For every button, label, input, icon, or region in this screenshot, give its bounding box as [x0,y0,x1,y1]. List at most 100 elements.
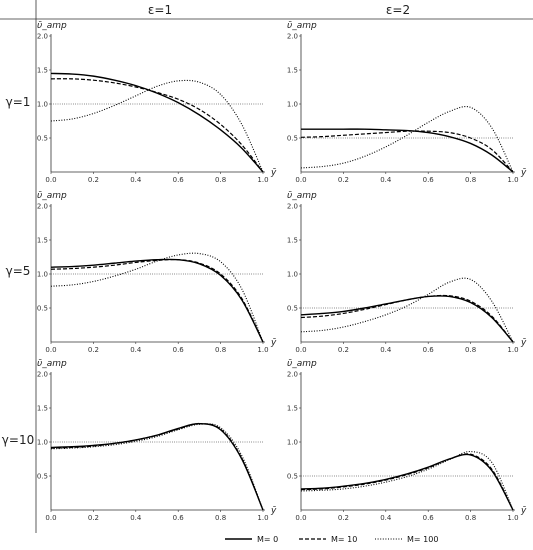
panel-r2c0-xtick-label-0: 0.0 [45,514,56,522]
panel-r1c1-xtick-label-5: 1.0 [507,346,518,354]
legend-label-m0: M= 0 [257,535,278,544]
panel-r2c1-series-m10 [300,453,514,511]
column-header-eps1: ε=1 [148,3,172,17]
panel-r1c0-xlabel: ȳ [270,338,277,348]
panel-r0c0-ytick-label-2: 1.5 [37,67,48,75]
panel-r0c0-xtick-label-2: 0.4 [130,176,142,184]
panel-r0c1-ylabel: ῡ_amp [287,21,317,31]
panel-r0c0-series-m0 [50,72,264,173]
row-header-gamma10: γ=10 [2,433,34,447]
panel-r2c0-xlabel: ȳ [270,506,277,516]
panel-r0c1-series-m100 [300,105,514,173]
legend: M= 0 M= 10 M= 100 [225,535,438,544]
panel-r1c0-xtick-label-2: 0.4 [130,346,142,354]
panel-r1c1-ytick-label-1: 1.0 [287,271,298,279]
panel-r0c1-xlabel: ȳ [520,168,527,178]
panel-r2c1-ytick-label-2: 1.5 [287,405,298,413]
panel-r0c1-xtick-label-4: 0.8 [465,176,476,184]
panel-r1c0-ytick-label-3: 2.0 [37,203,48,211]
panel-r2c1-series-m100 [300,450,514,511]
panel-r2c1-xtick-label-5: 1.0 [507,514,518,522]
panel-r2c0-ytick-label-0: 0.5 [37,473,48,481]
panel-r0c1-xtick-label-2: 0.4 [380,176,392,184]
row-header-gamma1: γ=1 [6,95,31,109]
panel-r0c1-ytick-label-1: 1.0 [287,101,298,109]
panel-r2c1-xlabel: ȳ [520,506,527,516]
panel-r2c0-ytick-label-2: 1.5 [37,405,48,413]
panel-r0c0-ylabel: ῡ_amp [37,21,67,31]
panel-r0c1-series-m10 [300,130,514,173]
panel-r2c0-series-m10 [50,423,264,511]
panel-r2c0-xtick-label-2: 0.4 [130,514,142,522]
panel-r1c0-xtick-label-3: 0.6 [173,346,185,354]
panel-r1c0-xtick-label-0: 0.0 [45,346,56,354]
panel-r2c1-xtick-label-4: 0.8 [465,514,476,522]
panel-r0c0-xtick-label-1: 0.2 [88,176,99,184]
panel-r1c0-ytick-label-0: 0.5 [37,305,48,313]
panel-r2c0-xtick-label-1: 0.2 [88,514,99,522]
panel-r1c1-ytick-label-2: 1.5 [287,237,298,245]
panel-r1c0-ytick-label-2: 1.5 [37,237,48,245]
panel-r2c1-xtick-label-1: 0.2 [338,514,349,522]
panel-r0c1-xtick-label-3: 0.6 [423,176,435,184]
panel-r1c0-xtick-label-4: 0.8 [215,346,226,354]
panel-r1c0-series-m10 [50,258,264,343]
panel-r2c1-xtick-label-0: 0.0 [295,514,306,522]
panel-r2c0-xtick-label-4: 0.8 [215,514,226,522]
panel-r1c0-xtick-label-5: 1.0 [257,346,268,354]
panel-r0c1-xtick-label-0: 0.0 [295,176,306,184]
panel-r0c0-ytick-label-1: 1.0 [37,101,48,109]
panel-r0c1-ytick-label-0: 0.5 [287,135,298,143]
legend-label-m10: M= 10 [331,535,357,544]
panel-r2c1-series-m0 [300,453,514,511]
chart-panels: 0.5 1.0 1.5 2.0 0.0 0.2 0.4 0.6 0.8 1.0 ῡ_amp ȳ 0.5 1… [37,21,527,522]
panel-r2c0-ytick-label-1: 1.0 [37,439,48,447]
panel-r1c0-series-m100 [50,252,264,343]
panel-r1c1-series-m100 [300,277,514,343]
column-header-eps2: ε=2 [386,3,410,17]
panel-r1c0-ylabel: ῡ_amp [37,191,67,201]
panel-r2c1-xtick-label-2: 0.4 [380,514,392,522]
panel-r0c0-series-m100 [50,79,264,173]
panel-r2c1-ytick-label-1: 1.0 [287,439,298,447]
panel-r0c0-ytick-label-0: 0.5 [37,135,48,143]
panel-r1c0-ytick-label-1: 1.0 [37,271,48,279]
panel-r0c1-ytick-label-2: 1.5 [287,67,298,75]
panel-r2c0-ytick-label-3: 2.0 [37,371,48,379]
panel-r0c1-series-m0 [300,128,514,173]
panel-r0c0-xlabel: ȳ [270,168,277,178]
panel-r0c1-ytick-label-3: 2.0 [287,33,298,41]
panel-r0c0-xtick-label-3: 0.6 [173,176,185,184]
panel-r2c0-ylabel: ῡ_amp [37,359,67,369]
panel-r0c0-xtick-label-4: 0.8 [215,176,226,184]
panel-r2c1-ytick-label-0: 0.5 [287,473,298,481]
panel-r1c1-ylabel: ῡ_amp [287,191,317,201]
panel-r1c1-xlabel: ȳ [520,338,527,348]
panel-r1c1-xtick-label-3: 0.6 [423,346,435,354]
panel-r0c1-xtick-label-1: 0.2 [338,176,349,184]
panel-r0c0-xtick-label-0: 0.0 [45,176,56,184]
row-header-gamma5: γ=5 [6,264,31,278]
panel-r2c0-xtick-label-5: 1.0 [257,514,268,522]
panel-r1c0-series-m0 [50,258,264,343]
panel-r1c1-xtick-label-1: 0.2 [338,346,349,354]
panel-r1c1-xtick-label-4: 0.8 [465,346,476,354]
panel-r0c0-xtick-label-5: 1.0 [257,176,268,184]
panel-r2c1-ylabel: ῡ_amp [287,359,317,369]
panel-r1c1-xtick-label-2: 0.4 [380,346,392,354]
panel-r1c0-xtick-label-1: 0.2 [88,346,99,354]
panel-r1c1-ytick-label-0: 0.5 [287,305,298,313]
panel-r1c1-series-m0 [300,295,514,343]
panel-r2c1-xtick-label-3: 0.6 [423,514,435,522]
panel-r0c0-ytick-label-3: 2.0 [37,33,48,41]
panel-r2c0-xtick-label-3: 0.6 [173,514,185,522]
panel-r0c0-series-m10 [50,78,264,173]
panel-r1c1-series-m10 [300,294,514,343]
panel-r2c0-series-m100 [50,423,264,511]
panel-r2c1-ytick-label-3: 2.0 [287,371,298,379]
panel-r1c1-xtick-label-0: 0.0 [295,346,306,354]
legend-label-m100: M= 100 [407,535,438,544]
panel-r1c1-ytick-label-3: 2.0 [287,203,298,211]
panel-r0c1-xtick-label-5: 1.0 [507,176,518,184]
